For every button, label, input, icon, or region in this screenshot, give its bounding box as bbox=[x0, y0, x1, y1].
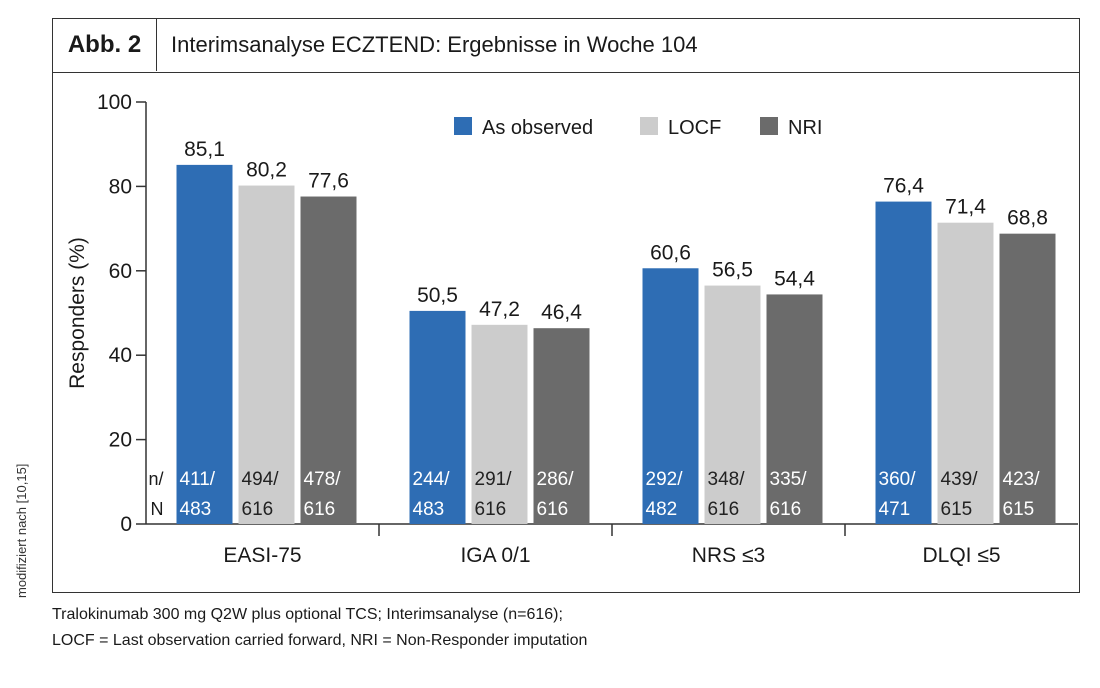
bar-2-2 bbox=[766, 294, 823, 524]
legend-swatch-2 bbox=[760, 117, 778, 135]
data-label: 71,4 bbox=[945, 196, 986, 219]
figure-frame: Abb. 2 Interimsanalyse ECZTEND: Ergebnis… bbox=[52, 18, 1080, 593]
count-label-top: 244/ bbox=[413, 469, 451, 490]
bar-1-1 bbox=[471, 324, 528, 524]
bar-0-2 bbox=[642, 268, 699, 524]
footnote-line-1: Tralokinumab 300 mg Q2W plus optional TC… bbox=[52, 606, 563, 623]
count-label-bottom: 616 bbox=[770, 499, 802, 520]
legend-swatch-1 bbox=[640, 117, 658, 135]
bar-1-3 bbox=[937, 222, 994, 524]
count-label-top: 286/ bbox=[537, 469, 575, 490]
data-label: 68,8 bbox=[1007, 207, 1048, 230]
bar-2-1 bbox=[533, 328, 590, 524]
y-tick-label: 80 bbox=[109, 175, 132, 198]
data-label: 85,1 bbox=[184, 138, 225, 161]
x-tick-label: DLQI ≤5 bbox=[922, 544, 1000, 567]
count-label-top: 335/ bbox=[770, 469, 808, 490]
count-label-top: 292/ bbox=[646, 469, 684, 490]
count-label-bottom: 615 bbox=[1003, 499, 1035, 520]
bar-1-2 bbox=[704, 285, 761, 524]
count-label-top: 439/ bbox=[941, 469, 979, 490]
count-label-top: 291/ bbox=[475, 469, 513, 490]
count-label-top: 478/ bbox=[304, 469, 342, 490]
count-label-bottom: 482 bbox=[646, 499, 678, 520]
data-label: 60,6 bbox=[650, 241, 691, 264]
source-note: modifiziert nach [10,15] bbox=[14, 463, 29, 598]
count-label-bottom: 483 bbox=[180, 499, 212, 520]
legend-swatch-0 bbox=[454, 117, 472, 135]
x-tick-label: IGA 0/1 bbox=[460, 544, 530, 567]
count-label-top: 411/ bbox=[180, 469, 216, 490]
figure-header: Abb. 2 Interimsanalyse ECZTEND: Ergebnis… bbox=[53, 19, 1079, 73]
count-label-bottom: 616 bbox=[242, 499, 274, 520]
data-label: 50,5 bbox=[417, 284, 458, 307]
count-label-bottom: 616 bbox=[708, 499, 740, 520]
count-label-bottom: 471 bbox=[879, 499, 911, 520]
count-label-bottom: 483 bbox=[413, 499, 445, 520]
bar-0-3 bbox=[875, 201, 932, 525]
bar-chart: 0 20 40 60 80 100 Responders (%) EASI-75 n/N 85,1… bbox=[66, 91, 1078, 567]
y-tick-label: 40 bbox=[109, 344, 132, 367]
data-label: 47,2 bbox=[479, 298, 520, 321]
count-label-bottom: 616 bbox=[304, 499, 336, 520]
footnote: Tralokinumab 300 mg Q2W plus optional TC… bbox=[52, 602, 587, 654]
figure-title: Interimsanalyse ECZTEND: Ergebnisse in W… bbox=[171, 32, 698, 57]
legend-label-0: As observed bbox=[482, 117, 593, 139]
bar-0-0 bbox=[176, 164, 233, 525]
count-label-top: 348/ bbox=[708, 469, 746, 490]
data-label: 77,6 bbox=[308, 170, 349, 193]
y-tick-label: 0 bbox=[120, 513, 132, 536]
count-row-label-n: n/ bbox=[149, 469, 164, 489]
bar-2-0 bbox=[300, 196, 357, 524]
footnote-line-2: LOCF = Last observation carried forward,… bbox=[52, 632, 588, 649]
count-label-top: 360/ bbox=[879, 469, 917, 490]
count-label-bottom: 615 bbox=[941, 499, 973, 520]
count-label-top: 423/ bbox=[1003, 469, 1041, 490]
y-axis-label: Responders (%) bbox=[66, 237, 89, 389]
count-label-bottom: 616 bbox=[475, 499, 507, 520]
data-label: 56,5 bbox=[712, 259, 753, 282]
count-label-bottom: 616 bbox=[537, 499, 569, 520]
figure-number: Abb. 2 bbox=[53, 19, 157, 71]
count-row-label-N: N bbox=[151, 499, 164, 519]
data-label: 80,2 bbox=[246, 159, 287, 182]
x-tick-label: EASI-75 bbox=[223, 544, 301, 567]
y-tick-label: 100 bbox=[97, 91, 132, 114]
x-tick-label: NRS ≤3 bbox=[692, 544, 765, 567]
legend-label-1: LOCF bbox=[668, 117, 721, 139]
data-label: 76,4 bbox=[883, 175, 924, 198]
bar-0-1 bbox=[409, 310, 466, 524]
bar-2-3 bbox=[999, 233, 1056, 524]
count-label-top: 494/ bbox=[242, 469, 280, 490]
data-label: 46,4 bbox=[541, 301, 582, 324]
y-tick-label: 60 bbox=[109, 260, 132, 283]
data-label: 54,4 bbox=[774, 267, 815, 290]
y-tick-label: 20 bbox=[109, 429, 132, 452]
legend-label-2: NRI bbox=[788, 117, 822, 139]
bar-1-0 bbox=[238, 185, 295, 524]
